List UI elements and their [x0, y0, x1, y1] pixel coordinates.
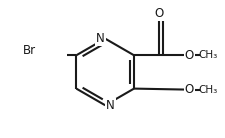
Text: CH₃: CH₃ [198, 85, 217, 95]
Text: Br: Br [23, 44, 36, 57]
Text: O: O [154, 7, 163, 20]
Text: O: O [184, 49, 193, 62]
Text: CH₃: CH₃ [198, 50, 217, 60]
Text: N: N [105, 99, 114, 112]
Text: O: O [184, 83, 193, 96]
Text: N: N [95, 32, 104, 45]
